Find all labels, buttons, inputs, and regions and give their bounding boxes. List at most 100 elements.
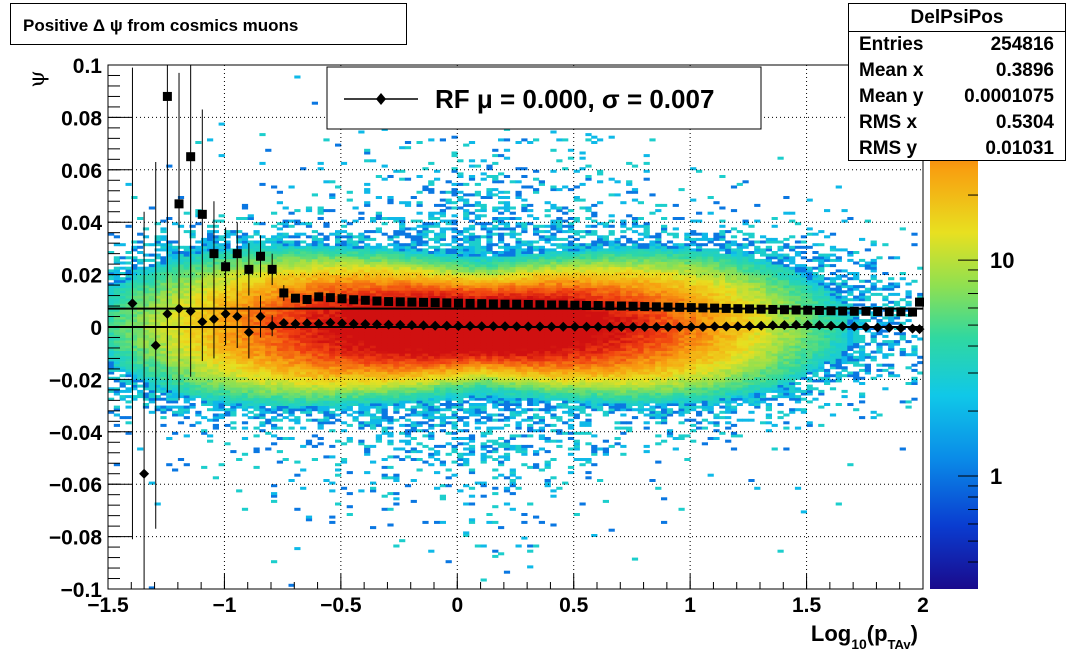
heat-cell	[142, 287, 150, 291]
heat-cell	[387, 253, 394, 257]
heat-cell	[276, 190, 283, 194]
heat-cell	[340, 408, 348, 412]
heat-cell	[422, 382, 429, 385]
heat-cell	[404, 274, 412, 278]
heat-cell	[311, 397, 318, 401]
heat-cell	[172, 321, 179, 325]
heat-cell	[393, 400, 400, 404]
heat-cell	[352, 319, 359, 323]
heat-cell	[189, 274, 196, 278]
heat-cell	[253, 376, 260, 380]
heat-cell	[224, 353, 231, 357]
heat-cell	[329, 416, 336, 420]
heat-cell	[422, 460, 429, 464]
heat-cell	[370, 279, 377, 283]
heat-cell	[125, 395, 132, 399]
heat-cell	[113, 300, 120, 304]
heat-cell	[323, 319, 330, 323]
heat-cell	[230, 332, 237, 336]
heat-cell	[439, 374, 446, 378]
heat-cell	[434, 222, 441, 226]
heat-cell	[113, 379, 120, 383]
heat-cell	[358, 358, 365, 362]
heat-cell	[241, 437, 249, 440]
heat-cell	[451, 237, 458, 241]
heat-cell	[259, 292, 266, 296]
heat-cell	[434, 400, 441, 404]
heat-cell	[195, 245, 202, 249]
heat-cell	[189, 358, 196, 362]
heat-cell	[276, 345, 283, 349]
heat-cell	[241, 350, 249, 354]
heat-cell	[172, 264, 179, 268]
heat-cell	[166, 437, 173, 440]
heat-cell	[457, 437, 464, 440]
heat-cell	[259, 285, 266, 289]
heat-cell	[474, 363, 481, 367]
heat-cell	[195, 389, 202, 393]
heat-cell	[265, 353, 272, 357]
heat-cell	[160, 237, 167, 241]
heat-cell	[364, 374, 371, 378]
heat-cell	[486, 395, 493, 399]
heat-cell	[375, 272, 382, 275]
heat-cell	[474, 355, 481, 359]
heat-cell	[451, 397, 458, 401]
heat-cell	[271, 311, 278, 315]
heat-cell	[323, 222, 330, 226]
heat-cell	[434, 313, 441, 317]
heat-cell	[247, 277, 254, 281]
heat-cell	[177, 395, 185, 399]
heat-cell	[276, 426, 283, 430]
heat-cell	[375, 408, 382, 412]
heat-cell	[474, 413, 481, 417]
heat-cell	[340, 334, 348, 338]
heat-cell	[370, 337, 377, 341]
heat-cell	[131, 324, 138, 328]
heat-cell	[253, 355, 260, 359]
heat-cell	[434, 169, 441, 173]
heat-cell	[189, 382, 196, 385]
heat-cell	[183, 358, 190, 362]
heat-cell	[207, 358, 214, 362]
heat-cell	[148, 321, 155, 325]
heat-cell	[183, 248, 190, 252]
heat-cell	[463, 258, 470, 262]
heat-cell	[294, 368, 301, 372]
heat-cell	[172, 340, 179, 344]
heat-cell	[137, 379, 144, 383]
heat-cell	[183, 266, 190, 270]
heat-cell	[399, 439, 406, 443]
heat-cell	[224, 342, 231, 346]
heat-cell	[463, 458, 470, 461]
heat-cell	[218, 400, 225, 404]
heat-cell	[294, 403, 301, 406]
heat-cell	[375, 363, 382, 367]
heat-cell	[399, 361, 406, 365]
heat-cell	[253, 292, 260, 296]
heat-cell	[119, 243, 126, 247]
heat-cell	[346, 245, 353, 249]
heat-cell	[160, 382, 167, 385]
heat-cell	[189, 277, 196, 281]
heat-cell	[457, 429, 464, 433]
heat-cell	[468, 266, 476, 270]
heat-cell	[271, 298, 278, 302]
heat-cell	[399, 269, 406, 273]
heat-cell	[288, 371, 295, 375]
heat-cell	[434, 316, 441, 320]
heat-cell	[276, 222, 283, 226]
heat-cell	[311, 308, 318, 312]
heat-cell	[218, 366, 225, 370]
heat-cell	[445, 484, 452, 488]
heat-cell	[183, 264, 190, 268]
heat-cell	[486, 311, 493, 315]
heat-cell	[218, 353, 225, 357]
heat-cell	[422, 337, 429, 341]
heat-cell	[253, 350, 260, 354]
heat-cell	[172, 311, 179, 315]
heat-cell	[439, 248, 446, 252]
heat-cell	[364, 251, 371, 254]
heat-cell	[457, 340, 464, 344]
heat-cell	[142, 348, 150, 351]
